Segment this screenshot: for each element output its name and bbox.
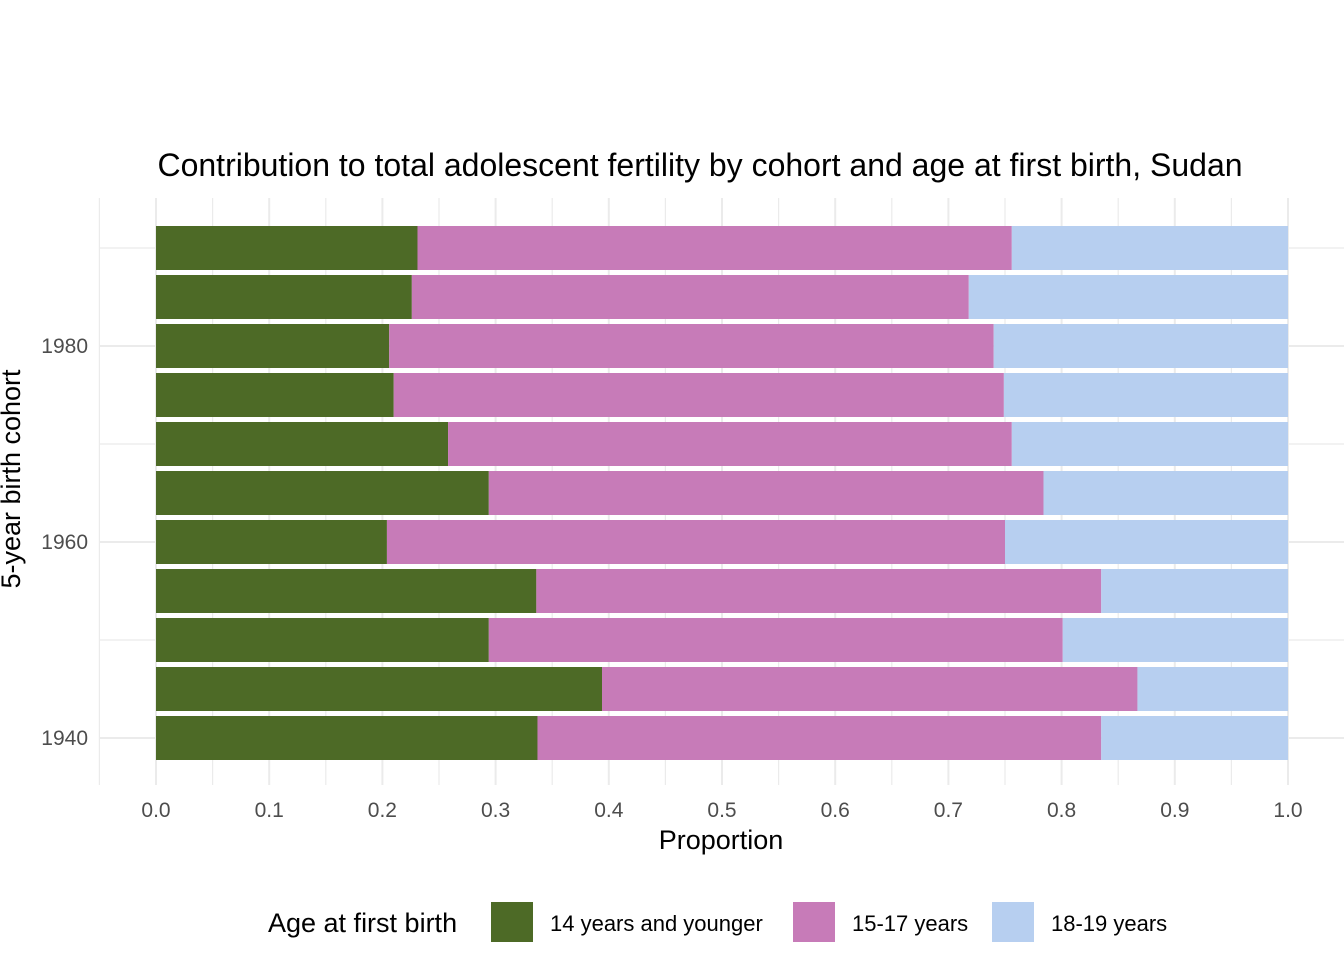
chart-title: Contribution to total adolescent fertili… <box>157 147 1242 183</box>
y-tick-label: 1980 <box>41 335 88 358</box>
bar-segment <box>448 422 1012 466</box>
legend-label: 18-19 years <box>1051 911 1167 936</box>
y-tick-label: 1940 <box>41 727 88 750</box>
bar-segment <box>1062 618 1288 662</box>
legend-title: Age at first birth <box>268 908 457 938</box>
bar-segment <box>156 667 603 711</box>
bar-segment <box>386 520 1006 564</box>
x-tick-label: 0.2 <box>368 799 397 822</box>
bar-segment <box>156 520 387 564</box>
bar-segment <box>156 226 418 270</box>
axes: 0.0 0.1 0.2 0.3 0.4 0.5 0.6 0.7 0.8 0.9 1.0 1940 196… <box>41 335 1302 822</box>
y-axis-label: 5-year birth cohort <box>0 369 26 589</box>
bar-segment <box>1003 373 1288 417</box>
bar-segment <box>1101 569 1288 613</box>
x-tick-label: 0.1 <box>255 799 284 822</box>
legend-label: 15-17 years <box>852 911 968 936</box>
bar-segment <box>389 324 994 368</box>
bar-segment <box>156 373 394 417</box>
bar-segment <box>1137 667 1288 711</box>
x-tick-label: 0.4 <box>594 799 624 822</box>
bar-segment <box>156 324 390 368</box>
legend-key <box>491 902 533 942</box>
x-tick-label: 0.7 <box>934 799 963 822</box>
bars <box>156 226 1288 760</box>
x-tick-label: 0.9 <box>1160 799 1189 822</box>
bar-segment <box>156 618 489 662</box>
bar-segment <box>1011 226 1288 270</box>
bar-segment <box>156 716 538 760</box>
x-tick-label: 1.0 <box>1273 799 1302 822</box>
x-tick-label: 0.0 <box>141 799 170 822</box>
legend-label: 14 years and younger <box>550 911 763 936</box>
bar-segment <box>1043 471 1288 515</box>
legend-key <box>793 902 835 942</box>
x-tick-label: 0.6 <box>821 799 850 822</box>
bar-segment <box>993 324 1288 368</box>
bar-segment <box>488 618 1063 662</box>
bar-segment <box>1101 716 1288 760</box>
bar-segment <box>968 275 1288 319</box>
bar-segment <box>1005 520 1288 564</box>
bar-segment <box>156 569 537 613</box>
x-tick-label: 0.3 <box>481 799 510 822</box>
bar-segment <box>156 422 449 466</box>
x-axis-label: Proportion <box>659 825 784 855</box>
bar-segment <box>602 667 1138 711</box>
legend-key <box>992 902 1034 942</box>
bar-segment <box>536 569 1102 613</box>
x-tick-label: 0.5 <box>707 799 736 822</box>
bar-segment <box>488 471 1044 515</box>
bar-segment <box>156 275 412 319</box>
y-tick-label: 1960 <box>41 531 88 554</box>
bar-segment <box>417 226 1012 270</box>
legend: Age at first birth 14 years and younger 1… <box>268 902 1167 942</box>
bar-segment <box>1011 422 1288 466</box>
bar-segment <box>393 373 1004 417</box>
legend-items: 14 years and younger 15-17 years 18-19 yea… <box>491 902 1167 942</box>
bar-segment <box>537 716 1102 760</box>
bar-segment <box>411 275 969 319</box>
x-tick-label: 0.8 <box>1047 799 1076 822</box>
bar-segment <box>156 471 489 515</box>
